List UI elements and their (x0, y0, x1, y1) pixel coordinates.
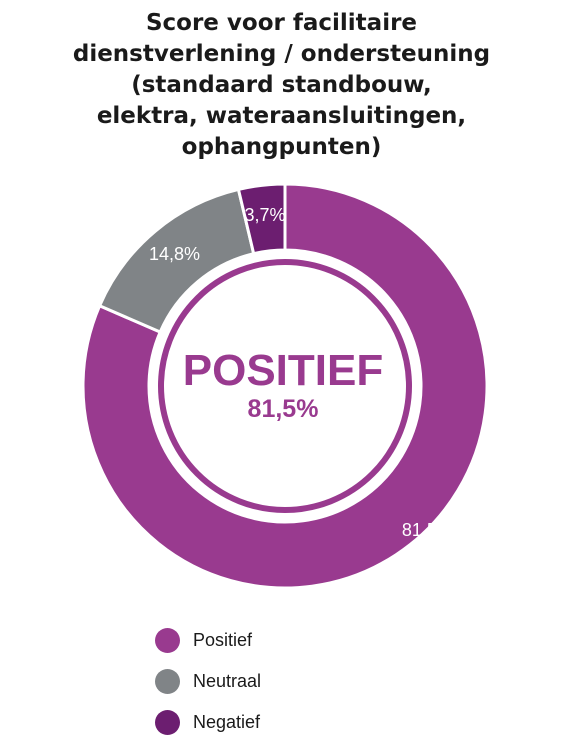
legend-label: Negatief (193, 712, 261, 732)
chart-title-line: elektra, wateraansluitingen, (96, 103, 467, 129)
legend-item-positief: Positief (155, 620, 261, 661)
legend-swatch (155, 710, 180, 735)
center-label: POSITIEF (183, 346, 383, 395)
legend-item-negatief: Negatief (155, 702, 261, 743)
legend-item-neutraal: Neutraal (155, 661, 261, 702)
slice-label-neutraal: 14,8% (149, 244, 200, 264)
chart-title-line: Score voor facilitaire (145, 10, 418, 36)
slice-label-positief: 81,5% (402, 520, 453, 540)
chart-title-line: (standaard standbouw, (131, 72, 432, 98)
chart-title-line: ophangpunten) (181, 134, 382, 160)
legend: Positief Neutraal Negatief (155, 620, 261, 743)
chart-title-line: dienstverlening / ondersteuning (72, 41, 491, 67)
inner-ring (158, 259, 412, 513)
legend-swatch (155, 628, 180, 653)
donut-chart: 81,5% 14,8% 3,7% POSITIEF 81,5% (81, 182, 489, 590)
center-value: 81,5% (248, 395, 319, 423)
slice-label-negatief: 3,7% (245, 205, 286, 225)
legend-label: Positief (193, 630, 253, 650)
legend-swatch (155, 669, 180, 694)
slice-positief (81, 182, 489, 590)
slice-labels: 81,5% 14,8% 3,7% (149, 205, 453, 540)
slice-negatief (236, 182, 287, 256)
donut-slices (81, 182, 489, 590)
legend-label: Neutraal (193, 671, 262, 691)
chart-title: Score voor facilitaire dienstverlening /… (0, 8, 563, 163)
